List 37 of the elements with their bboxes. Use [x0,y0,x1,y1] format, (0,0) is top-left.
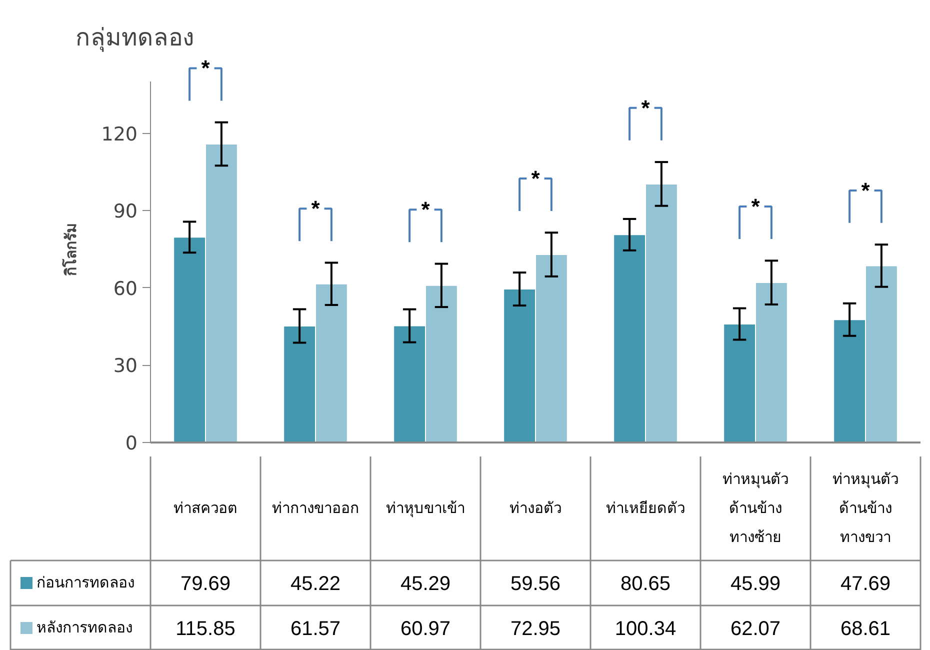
y-tick-label: 30 [113,355,138,378]
data-label: 62.07 [730,618,781,640]
data-label: 45.22 [290,573,341,595]
annotation: * [421,197,430,222]
x-tick-label: ท่าสควอต [174,500,238,517]
data-label: 61.57 [290,618,341,640]
data-label: 100.34 [614,618,676,640]
data-label: 59.56 [510,573,561,595]
data-label: 45.99 [730,573,781,595]
x-tick-label: ท่ากางขาออก [272,500,359,517]
y-tick-label: 120 [101,123,138,146]
chart-title: กลุ่มทดลอง [76,24,194,52]
data-label: 80.65 [620,573,671,595]
x-tick-label: ท่าหมุนตัว ด้านข้าง ทางซ้าย [722,471,788,546]
y-tick-label: 90 [113,200,138,223]
y-axis-title: กิโลกรัม [61,223,80,276]
y-tick-label: 0 [125,432,138,454]
data-label: 68.61 [840,618,891,640]
data-label: 115.85 [176,618,236,640]
x-tick-label: ท่าเหยียดตัว [606,500,685,517]
data-label: 45.29 [400,573,451,595]
x-tick-label: ท่างอตัว [510,500,562,517]
text: * [201,56,210,81]
annotation: * [311,196,320,222]
data-label: 47.69 [840,573,891,595]
legend-label: ก่อนการทดลอง [36,574,134,592]
y-tick-label: 60 [113,278,138,300]
data-label: 72.95 [510,618,561,640]
annotation: * [531,166,540,192]
x-tick-label: ท่าหุบขาเข้า [386,500,465,518]
legend-label: หลังการทดลอง [36,620,132,636]
data-label: 60.97 [400,618,451,640]
x-tick-label: ท่าหมุนตัว ด้านข้าง ทางขวา [832,471,898,546]
annotation: * [641,95,650,120]
data-label: 79.69 [180,573,231,595]
annotation: * [861,178,870,203]
annotation: * [751,194,760,220]
